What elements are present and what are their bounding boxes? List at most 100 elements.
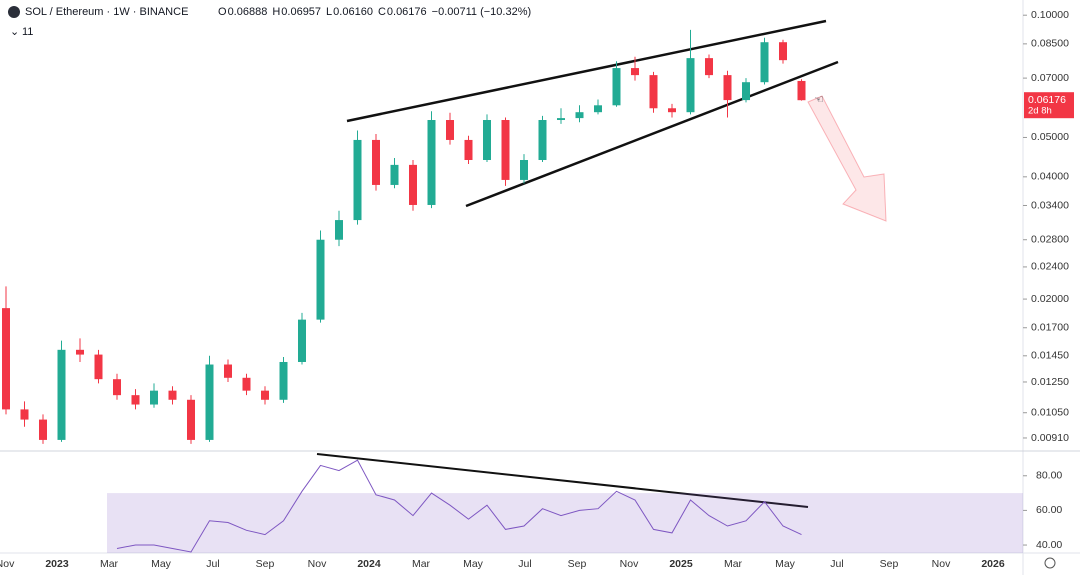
symbol-icon bbox=[8, 6, 20, 18]
trend-line bbox=[465, 60, 839, 208]
settings-button[interactable] bbox=[1044, 557, 1056, 569]
ohlc-value: 0.06176 bbox=[387, 6, 427, 18]
price-tick-label: 0.07000 bbox=[1031, 72, 1069, 84]
candle-body bbox=[261, 390, 269, 400]
ohlc-key: O bbox=[218, 6, 227, 18]
time-label: May bbox=[151, 558, 172, 570]
candle-body bbox=[649, 75, 658, 109]
candle-body bbox=[464, 139, 473, 161]
time-label: May bbox=[775, 558, 796, 570]
indicators-toggle[interactable]: ⌄ bbox=[10, 26, 19, 38]
time-label: Mar bbox=[412, 558, 431, 570]
candle-body bbox=[668, 108, 676, 113]
rsi-line bbox=[116, 459, 802, 553]
indicator-count: 11 bbox=[22, 26, 33, 38]
price-tick-label: 0.01450 bbox=[1031, 350, 1069, 362]
ohlc-key: H bbox=[272, 6, 280, 18]
price-tick-label: 0.01050 bbox=[1031, 407, 1069, 419]
time-label: Nov bbox=[932, 558, 951, 570]
candle-body bbox=[205, 364, 214, 440]
time-label: Sep bbox=[568, 558, 587, 570]
candle-body bbox=[131, 395, 140, 405]
candle-body bbox=[168, 390, 177, 400]
time-label: Nov bbox=[308, 558, 327, 570]
candle-body bbox=[557, 118, 565, 121]
price-tick-label: 0.02800 bbox=[1031, 234, 1069, 246]
price-tick-label: 0.01700 bbox=[1031, 322, 1069, 334]
candle-body bbox=[797, 80, 806, 101]
price-tick-label: 0.02400 bbox=[1031, 261, 1069, 273]
candle-body bbox=[316, 239, 325, 320]
header: SOL / Ethereum · 1W · BINANCE ⌄ 11 O 0.06… bbox=[8, 6, 531, 38]
candle-body bbox=[39, 419, 47, 440]
candle-body bbox=[686, 58, 695, 113]
candle-body bbox=[224, 364, 232, 378]
projection-arrow bbox=[807, 95, 887, 222]
drawings: ☜ bbox=[316, 19, 887, 508]
candle-body bbox=[372, 139, 380, 185]
trend-line bbox=[346, 19, 827, 123]
candle-body bbox=[335, 220, 343, 240]
time-label: Jul bbox=[830, 558, 843, 570]
candle-body bbox=[353, 139, 362, 221]
candle-body bbox=[520, 160, 528, 180]
rsi-tick-label: 40.00 bbox=[1036, 539, 1062, 551]
price-tick-label: 0.08500 bbox=[1031, 38, 1069, 50]
candle-body bbox=[187, 399, 195, 440]
candle-body bbox=[779, 42, 787, 61]
candle-body bbox=[94, 354, 103, 380]
candle-body bbox=[298, 319, 306, 362]
candle-body bbox=[427, 120, 436, 205]
candle-body bbox=[390, 164, 399, 185]
candle-body bbox=[150, 390, 158, 405]
price-tick-label: 0.00910 bbox=[1031, 432, 1069, 444]
price-tick-label: 0.04000 bbox=[1031, 171, 1069, 183]
candle-body bbox=[242, 377, 251, 391]
time-label: Sep bbox=[256, 558, 275, 570]
candle-body bbox=[57, 349, 66, 440]
ohlc-value: 0.06957 bbox=[281, 6, 321, 18]
candles bbox=[2, 29, 806, 444]
candle-body bbox=[538, 120, 547, 161]
time-label: Jul bbox=[206, 558, 219, 570]
candle-body bbox=[742, 82, 750, 101]
candle-body bbox=[20, 409, 29, 420]
ohlc-key: C bbox=[378, 6, 386, 18]
time-label: 2023 bbox=[45, 558, 69, 570]
candle-body bbox=[723, 75, 732, 101]
candle-body bbox=[279, 361, 288, 400]
candle-body bbox=[501, 120, 510, 180]
price-tick-label: 0.10000 bbox=[1031, 9, 1069, 21]
price-tick-label: 0.05000 bbox=[1031, 131, 1069, 143]
countdown: 2d 8h bbox=[1028, 106, 1052, 117]
candle-body bbox=[760, 42, 769, 83]
time-label: 2025 bbox=[669, 558, 693, 570]
candle-body bbox=[76, 349, 84, 355]
rsi-tick-label: 80.00 bbox=[1036, 470, 1062, 482]
time-label: May bbox=[463, 558, 484, 570]
time-label: 2024 bbox=[357, 558, 381, 570]
time-label: Jul bbox=[518, 558, 531, 570]
rsi-trend-line bbox=[316, 453, 809, 508]
ohlc-key: L bbox=[326, 6, 332, 18]
rsi-band bbox=[107, 493, 1023, 553]
candle-body bbox=[113, 379, 121, 396]
cursor-icon: ☜ bbox=[814, 94, 824, 106]
time-label: Nov bbox=[0, 558, 15, 570]
candle-body bbox=[483, 120, 491, 161]
symbol: SOL / Ethereum · 1W · BINANCE bbox=[25, 6, 188, 18]
candle-body bbox=[705, 58, 713, 76]
price-tick-label: 0.03400 bbox=[1031, 199, 1069, 211]
ohlc-value: 0.06888 bbox=[228, 6, 268, 18]
rsi-tick-label: 60.00 bbox=[1036, 504, 1062, 516]
time-label: Mar bbox=[724, 558, 743, 570]
time-label: Nov bbox=[620, 558, 639, 570]
last-price-label: 0.06176 bbox=[1028, 94, 1066, 106]
price-tick-label: 0.02000 bbox=[1031, 293, 1069, 305]
time-label: 2026 bbox=[981, 558, 1005, 570]
ohlc-value: 0.06160 bbox=[333, 6, 373, 18]
price-tick-label: 0.01250 bbox=[1031, 376, 1069, 388]
candle-body bbox=[575, 112, 584, 119]
